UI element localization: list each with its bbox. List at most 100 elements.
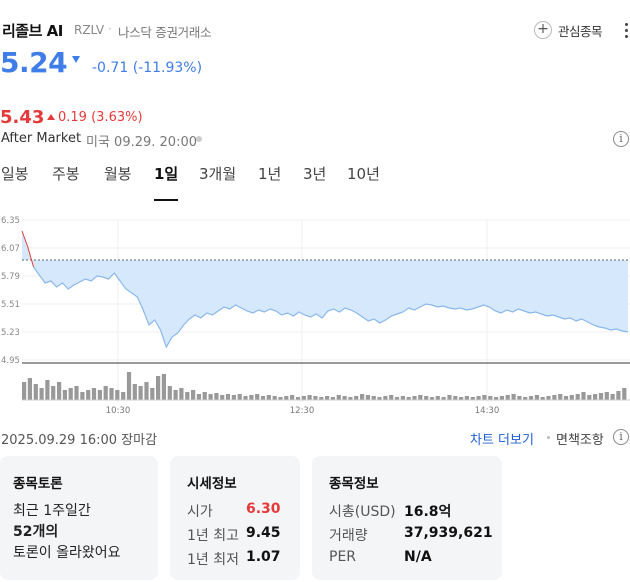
- info-icon[interactable]: i: [613, 429, 629, 445]
- volume-bar: [295, 397, 301, 400]
- volume-bar: [593, 394, 598, 400]
- add-watchlist-label: 관심종목: [558, 23, 603, 39]
- volume-bar: [546, 396, 551, 400]
- volume-bar: [57, 382, 62, 400]
- open-label: 시가: [187, 504, 213, 520]
- market-cap-value: 16.8억: [404, 504, 452, 520]
- volume-bar: [27, 378, 32, 400]
- volume-bar: [494, 397, 499, 400]
- volume-bar: [74, 386, 79, 400]
- tab-1[interactable]: 주봉: [52, 165, 80, 183]
- more-options-icon[interactable]: [622, 20, 630, 40]
- stock-ticker: RZLV: [74, 23, 105, 37]
- stock-info-title: 종목정보: [329, 476, 379, 492]
- volume-bar: [260, 396, 266, 400]
- volume-bar: [528, 396, 534, 400]
- volume-bar: [86, 390, 91, 400]
- volume-bar: [598, 393, 604, 400]
- volume-bar: [97, 390, 102, 400]
- volume-bar: [540, 397, 545, 400]
- price-line-up: [21, 230, 35, 268]
- tab-5[interactable]: 1년: [258, 165, 282, 183]
- disclaimer-link[interactable]: 면책조항: [556, 433, 604, 448]
- volume-bar: [278, 397, 283, 400]
- more-chart-link[interactable]: 차트 더보기: [470, 433, 534, 448]
- volume-bar: [255, 394, 260, 400]
- volume-bar: [371, 396, 376, 400]
- volume-bar: [330, 397, 335, 400]
- volume-bar: [563, 396, 569, 400]
- up-arrow-icon: [47, 114, 55, 120]
- volume-bar: [138, 386, 143, 400]
- info-icon[interactable]: i: [613, 131, 629, 147]
- tab-3[interactable]: 1일: [154, 163, 179, 201]
- intraday-chart[interactable]: 6.35 6.07 5.79 5.51 5.23 4.95 10:30 12:30 14:30: [0, 212, 630, 417]
- y-tick-label: 5.79: [1, 272, 20, 282]
- discussion-line3: 토론이 올라왔어요: [13, 545, 121, 561]
- x-tick-label: 14:30: [475, 406, 500, 416]
- volume-bar: [173, 390, 178, 400]
- market-info-title: 시세정보: [187, 476, 237, 492]
- volume-bar: [383, 396, 388, 400]
- year-high-value: 9.45: [246, 525, 281, 541]
- volume-bar: [464, 396, 469, 400]
- volume-bar: [517, 396, 522, 400]
- plus-icon: +: [534, 21, 552, 39]
- volume-bar: [412, 396, 417, 400]
- volume-bar: [476, 396, 481, 400]
- x-tick-label: 10:30: [106, 406, 131, 416]
- volume-bar: [587, 395, 592, 400]
- volume-bar: [51, 386, 56, 400]
- volume-bar: [191, 390, 196, 400]
- market-close-time: 2025.09.29 16:00 장마감: [1, 433, 158, 448]
- tab-0[interactable]: 일봉: [1, 165, 29, 183]
- after-market-change: 0.19 (3.63%): [58, 110, 143, 125]
- volume-bar: [569, 395, 574, 400]
- volume-bar: [406, 397, 411, 400]
- volume-bar: [534, 395, 539, 400]
- volume-bar: [91, 388, 97, 400]
- y-tick-label: 4.95: [1, 356, 20, 366]
- volume-bar: [424, 396, 429, 400]
- tab-2[interactable]: 월봉: [104, 165, 132, 183]
- add-watchlist-button[interactable]: + 관심종목: [534, 20, 603, 40]
- volume-bar: [575, 394, 580, 400]
- after-market-info: After Market 미국 09.29. 20:00 i: [0, 131, 630, 150]
- price-area-fill: [22, 231, 628, 347]
- volume-bar: [231, 395, 236, 400]
- tab-6[interactable]: 3년: [303, 165, 327, 183]
- market-info-card: 시세정보 시가 6.30 1년 최고 9.45 1년 최저 1.07: [170, 456, 300, 580]
- after-market-price: 5.43: [0, 107, 45, 128]
- volume-bar: [237, 394, 242, 400]
- volume-bar: [167, 386, 172, 400]
- volume-bar: [208, 394, 213, 400]
- volume-bar: [161, 374, 166, 400]
- volume-bar: [499, 396, 504, 400]
- volume-bar: [22, 382, 27, 400]
- volume-bar: [80, 392, 85, 400]
- volume-bar: [604, 392, 609, 400]
- volume-bar: [610, 394, 615, 400]
- volume-bar: [249, 395, 254, 400]
- year-high-label: 1년 최고: [187, 528, 239, 544]
- per-value: N/A: [404, 549, 432, 565]
- volume-bar: [220, 395, 225, 400]
- separator-dot: [547, 436, 550, 439]
- current-price: 5.24: [0, 46, 68, 79]
- exchange-name: 나스닥 증권거래소: [118, 25, 212, 40]
- y-tick-label: 5.23: [1, 328, 20, 338]
- chart-footer: 2025.09.29 16:00 장마감 차트 더보기 면책조항 i: [0, 429, 630, 448]
- volume-bar: [523, 397, 528, 400]
- discussion-card[interactable]: 종목토론 최근 1주일간 52개의 토론이 올라왔어요: [0, 456, 158, 580]
- volume-bar: [459, 397, 464, 400]
- volume-bar: [62, 390, 67, 400]
- volume-bar: [179, 388, 184, 400]
- volume-bar: [126, 372, 132, 400]
- y-tick-label: 6.35: [1, 216, 20, 226]
- tab-7[interactable]: 10년: [347, 165, 380, 183]
- volume-bar: [622, 388, 627, 400]
- volume-bar: [488, 396, 493, 400]
- tab-4[interactable]: 3개월: [199, 165, 237, 183]
- volume-bar: [266, 395, 271, 400]
- price-summary: 5.24 -0.71 (-11.93%): [0, 46, 400, 82]
